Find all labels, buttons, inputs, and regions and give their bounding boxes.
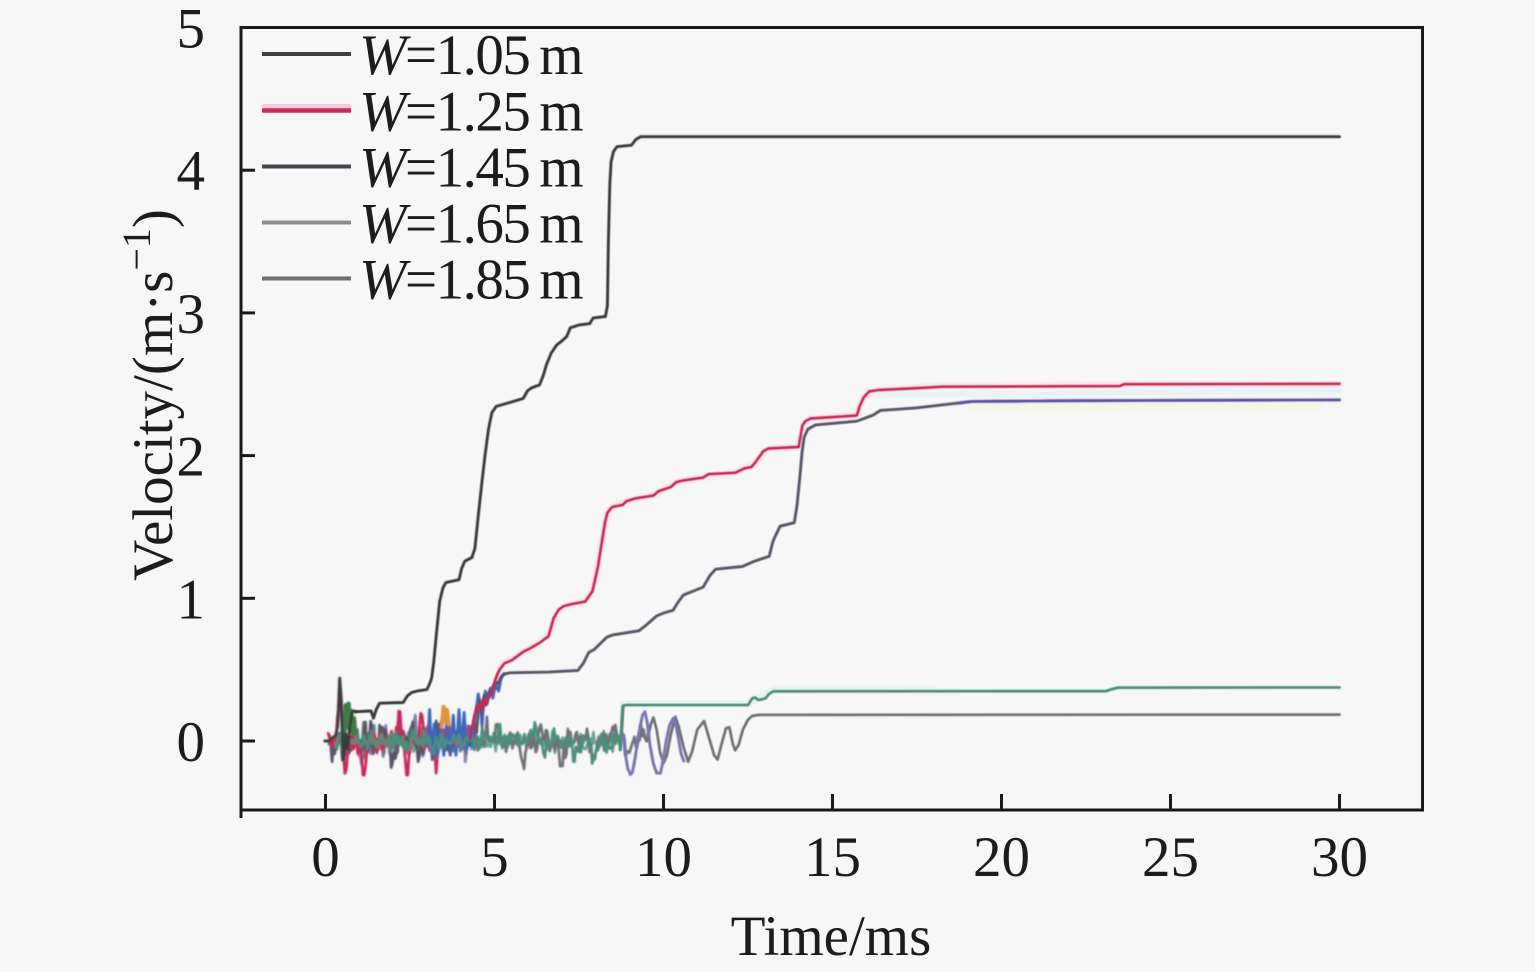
svg-text:1: 1 <box>177 568 206 631</box>
svg-text:W=​1.45 m: W=​1.45 m <box>359 137 583 200</box>
svg-text:W=​1.25 m: W=​1.25 m <box>359 81 583 144</box>
svg-text:5: 5 <box>480 826 509 889</box>
svg-text:W=​1.65 m: W=​1.65 m <box>359 193 583 256</box>
svg-text:25: 25 <box>1142 826 1199 889</box>
svg-text:W=​1.85 m: W=​1.85 m <box>359 249 583 312</box>
svg-text:30: 30 <box>1311 826 1368 889</box>
svg-text:15: 15 <box>804 826 861 889</box>
svg-text:5: 5 <box>177 0 206 61</box>
svg-text:0: 0 <box>177 711 206 774</box>
svg-text:0: 0 <box>311 826 340 889</box>
svg-text:3: 3 <box>177 283 206 346</box>
svg-text:2: 2 <box>177 426 206 489</box>
svg-text:Time/ms: Time/ms <box>731 905 932 968</box>
svg-text:20: 20 <box>973 826 1030 889</box>
svg-text:4: 4 <box>177 140 206 203</box>
svg-text:10: 10 <box>635 826 692 889</box>
svg-text:Velocity/(m·s−1): Velocity/(m·s−1) <box>114 209 186 581</box>
svg-text:W=​1.05 m: W=​1.05 m <box>359 24 583 87</box>
